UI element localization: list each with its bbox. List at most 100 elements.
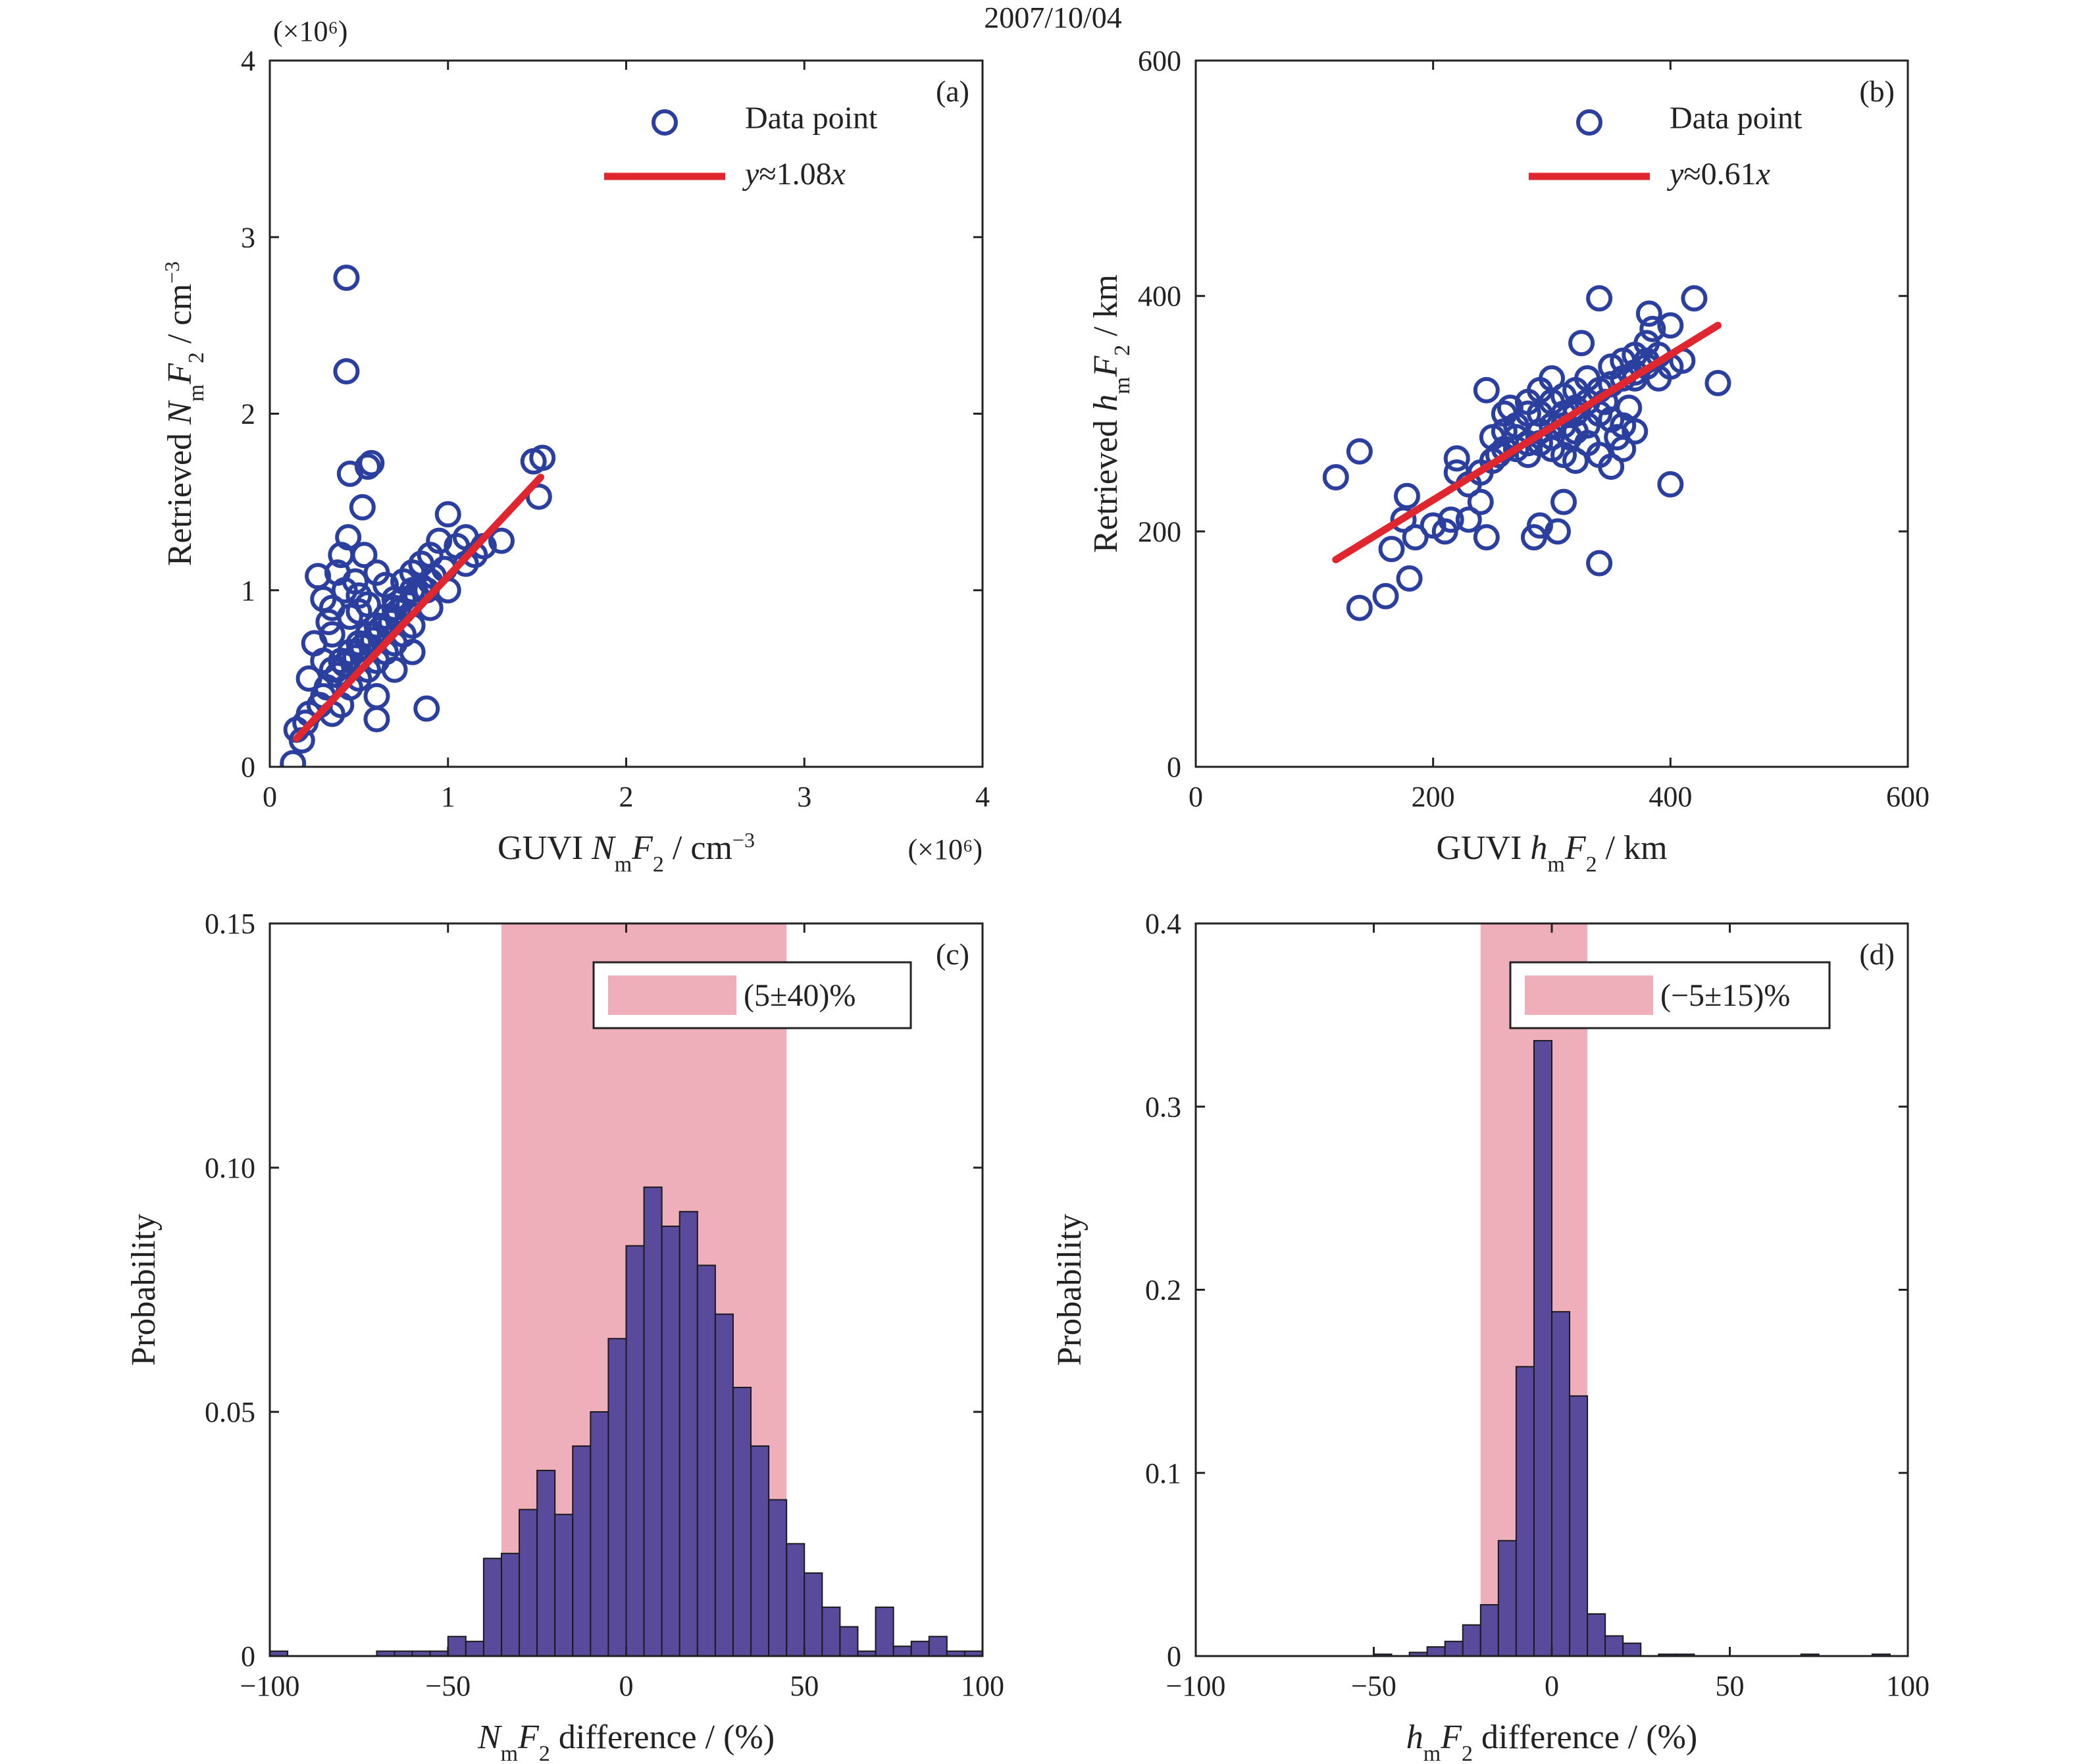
figure-title: 2007/10/04: [984, 1, 1122, 34]
histogram-bar: [875, 1606, 894, 1656]
data-point: [1598, 453, 1625, 480]
data-point: [1562, 448, 1589, 475]
histogram-bar: [519, 1509, 538, 1656]
panel-d-histogram: −100 −50 0 50 100 0 0.1 0.2 0.3 0.4 hmF2 differenc…: [1051, 908, 1930, 1764]
data-point: [342, 568, 369, 595]
histogram-bar: [1533, 1040, 1552, 1656]
histogram-bar: [1604, 1635, 1624, 1656]
legend-label: (5±40)%: [744, 978, 856, 1013]
histogram-bar: [678, 1210, 698, 1656]
data-point: [280, 750, 307, 767]
panel-label: (b): [1859, 74, 1895, 108]
panel-b-scatter: 0 200 400 600 0 200 400 600 GUVI hmF2 / km Retrie…: [1087, 45, 1930, 877]
plot-area: [280, 264, 556, 767]
data-point: [1633, 330, 1660, 357]
histogram-bar: [1426, 1646, 1446, 1656]
panel-c-histogram: −100 −50 0 50 100 0 0.05 0.10 0.15 NmF2 differenc…: [125, 908, 1004, 1764]
data-point: [1526, 512, 1553, 539]
histogram-bar: [839, 1626, 859, 1656]
x-tick-label: 1: [441, 781, 455, 813]
x-tick-label: 200: [1412, 781, 1455, 813]
y-tick-label: 400: [1138, 280, 1181, 313]
legend-label: y≈1.08x: [742, 157, 846, 192]
y-tick-label: 0.10: [205, 1152, 255, 1184]
data-point: [1562, 376, 1589, 403]
data-point: [333, 264, 360, 291]
y-tick-label: 4: [241, 45, 255, 77]
data-point: [1586, 285, 1613, 312]
histogram-bar: [1444, 1640, 1464, 1656]
data-point: [1657, 471, 1684, 498]
y-tick-label: 0: [1167, 751, 1181, 783]
histogram-bar: [590, 1411, 609, 1656]
histogram-bar: [1479, 1604, 1499, 1656]
data-point: [1497, 394, 1523, 421]
panel-label: (d): [1859, 937, 1895, 971]
data-point: [363, 683, 390, 710]
histogram-bar: [643, 1186, 663, 1656]
data-point: [363, 706, 390, 733]
panel-label: (a): [936, 74, 969, 108]
legend-swatch: [608, 975, 736, 1015]
data-point: [1378, 536, 1405, 563]
x-tick-label: 0: [1189, 781, 1203, 813]
histogram-bar: [1622, 1642, 1642, 1656]
x-tick-label: 2: [619, 781, 634, 813]
data-point: [1473, 376, 1500, 403]
data-point: [1346, 438, 1373, 465]
histogram-bar: [786, 1543, 806, 1656]
histogram-bar: [928, 1636, 948, 1656]
histogram-bar: [910, 1640, 930, 1656]
histogram-bar: [804, 1572, 823, 1656]
y-tick-label: 0.1: [1145, 1457, 1181, 1490]
x-tick-label: −100: [1166, 1670, 1226, 1702]
data-point: [1372, 583, 1399, 610]
fit-line: [293, 473, 545, 742]
histogram-bar: [625, 1245, 645, 1656]
data-point: [1514, 400, 1541, 427]
data-point: [319, 656, 346, 683]
data-point: [1393, 482, 1420, 509]
x-tick-label: −50: [425, 1670, 471, 1702]
data-point: [1396, 565, 1423, 592]
x-tick-label: 50: [1716, 1670, 1745, 1702]
legend-marker: [1576, 109, 1602, 136]
histogram-bar: [500, 1553, 521, 1656]
histogram-bar: [768, 1499, 788, 1656]
histogram-bar: [963, 1650, 983, 1656]
data-point: [1402, 524, 1429, 551]
data-point: [372, 603, 399, 630]
data-point: [363, 612, 390, 639]
data-point: [390, 586, 417, 613]
histogram-bar: [572, 1445, 592, 1656]
x-tick-label: 4: [975, 781, 990, 813]
y-tick-label: 200: [1138, 515, 1181, 548]
data-point: [351, 542, 378, 569]
plot-area: [270, 923, 983, 1656]
legend-label: Data point: [745, 101, 878, 136]
data-point: [1550, 488, 1577, 515]
x-axis-title: GUVI hmF2 / km: [1436, 829, 1667, 877]
x-tick-label: 600: [1886, 781, 1930, 813]
data-point: [1473, 524, 1500, 551]
histogram-bar: [696, 1264, 716, 1656]
y-tick-label: 3: [241, 221, 255, 253]
data-point: [335, 524, 362, 551]
histogram-bar: [1515, 1366, 1535, 1656]
histogram-bar: [1497, 1540, 1517, 1656]
x-multiplier: (×10⁶): [908, 833, 983, 866]
data-point: [354, 591, 381, 618]
y-axis-title: Retrieved NmF2 / cm−3: [160, 261, 209, 566]
legend-marker: [652, 109, 678, 136]
plot-area: [1322, 285, 1731, 621]
histogram-bar: [1569, 1395, 1589, 1656]
histogram-bar: [661, 1226, 680, 1656]
y-tick-label: 0: [241, 1640, 255, 1673]
y-tick-label: 2: [241, 398, 255, 430]
x-tick-label: 3: [797, 781, 811, 813]
y-tick-label: 0.3: [1145, 1091, 1181, 1123]
legend-label: y≈0.61x: [1666, 157, 1770, 192]
histogram-bar: [750, 1445, 770, 1656]
histogram-bar: [447, 1636, 467, 1656]
